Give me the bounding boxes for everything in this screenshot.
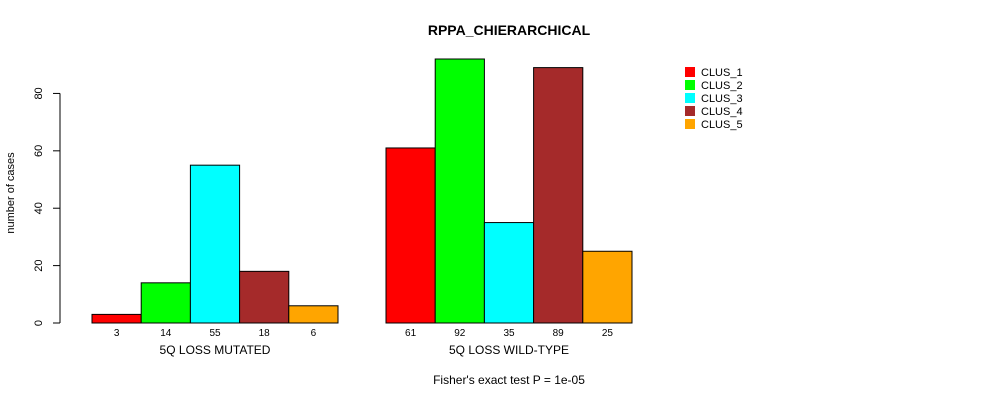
y-tick-label: 80	[33, 87, 45, 99]
legend-swatch	[685, 106, 695, 116]
bar-value-label: 3	[114, 328, 120, 339]
chart-title: RPPA_CHIERARCHICAL	[428, 22, 591, 38]
bars: 3 14 55 18 6 5Q LOSS MUTATED 61 92 35 89 25 5Q LOSS…	[91, 58, 633, 357]
legend-label: CLUS_5	[701, 119, 743, 131]
bar-clus-3	[483, 222, 535, 324]
bar-value-label: 6	[311, 328, 317, 339]
bar-clus-3	[189, 164, 241, 324]
legend-label: CLUS_3	[701, 93, 743, 105]
bar-value-label: 35	[503, 328, 515, 339]
legend-swatch	[685, 80, 695, 90]
bar-value-label: 61	[405, 328, 417, 339]
bar-clus-5	[582, 250, 633, 324]
bar-clus-4	[239, 270, 290, 324]
y-tick-label: 40	[33, 202, 45, 214]
y-tick-label: 0	[33, 320, 45, 326]
bar-clus-1	[385, 147, 436, 324]
bar-value-label: 25	[602, 328, 614, 339]
bar-value-label: 55	[209, 328, 221, 339]
legend-label: CLUS_1	[701, 67, 743, 79]
legend-label: CLUS_4	[701, 106, 743, 118]
group-label: 5Q LOSS MUTATED	[160, 343, 271, 357]
legend-swatch	[685, 119, 695, 129]
legend-swatch	[685, 93, 695, 103]
bar-clus-5	[288, 305, 339, 324]
y-tick-label: 60	[33, 145, 45, 157]
y-axis-label: number of cases	[5, 152, 17, 234]
bar-value-label: 92	[454, 328, 466, 339]
bar-clus-1	[91, 313, 142, 324]
bar-value-label: 14	[160, 328, 172, 339]
legend-label: CLUS_2	[701, 80, 743, 92]
legend-swatch	[685, 67, 695, 77]
bar-clus-2	[434, 58, 485, 324]
bar-value-label: 18	[259, 328, 271, 339]
bar-clus-4	[533, 67, 584, 324]
y-tick-label: 20	[33, 259, 45, 271]
y-axis: 0 20 40 60 80	[33, 87, 61, 326]
group-label: 5Q LOSS WILD-TYPE	[449, 343, 569, 357]
bar-value-label: 89	[553, 328, 565, 339]
footnote: Fisher's exact test P = 1e-05	[433, 373, 585, 387]
bar-clus-2	[140, 282, 191, 324]
